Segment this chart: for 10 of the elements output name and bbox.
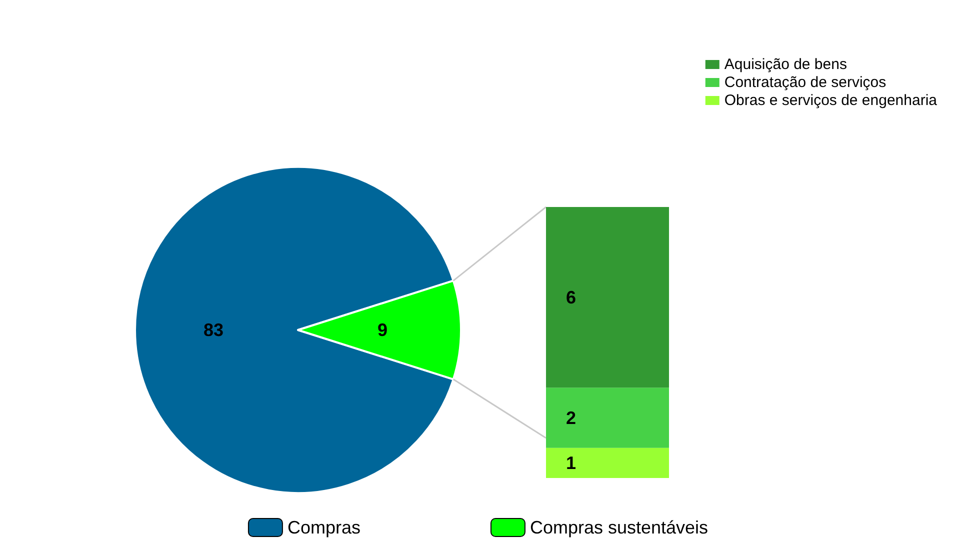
legend-label: Obras e serviços de engenharia [724, 92, 938, 109]
data-label: 83 [203, 320, 224, 340]
legend-label: Aquisição de bens [724, 56, 847, 73]
data-label: 9 [377, 320, 388, 340]
data-label: 2 [566, 408, 576, 428]
data-label: 1 [566, 452, 576, 473]
data-label: 6 [566, 287, 576, 308]
legend-label: Contratação de serviços [724, 74, 886, 91]
legend-label: Compras [287, 518, 360, 538]
legend-label: Compras sustentáveis [530, 518, 708, 538]
